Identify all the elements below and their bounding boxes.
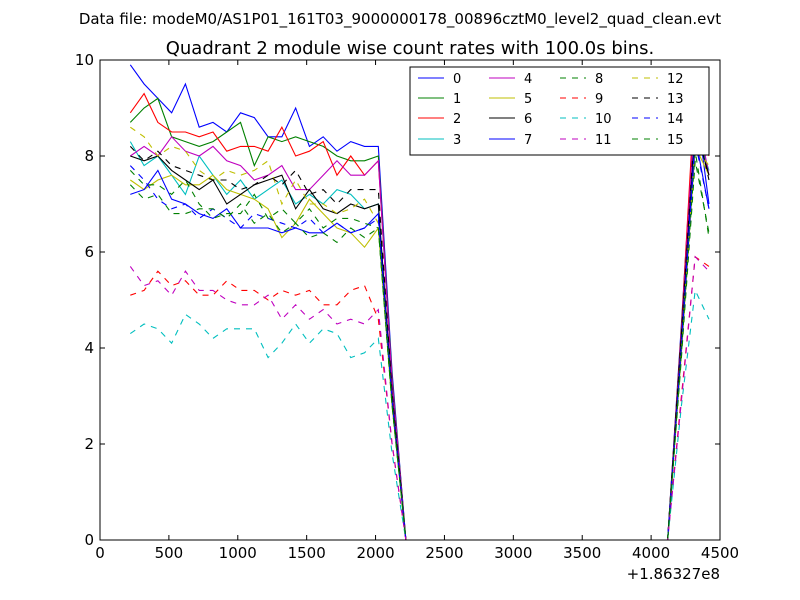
series-line-8 [129,151,710,540]
series-line-4 [129,103,710,540]
data-file-title: Data file: modeM0/AS1P01_161T03_90000001… [79,10,721,29]
legend-frame [409,66,710,156]
legend-label-0: 0 [453,72,461,87]
legend-label-8: 8 [595,72,603,87]
x-tick-label: 3000 [494,544,532,562]
x-tick-label: 1500 [288,544,326,562]
y-tick-label: 10 [75,51,94,69]
legend-label-10: 10 [595,112,612,127]
legend-label-12: 12 [667,72,684,87]
x-tick-label: 4000 [632,544,670,562]
series-line-1 [129,97,710,540]
legend-label-14: 14 [667,112,684,127]
legend-label-1: 1 [453,92,461,107]
axis-layer: 0 500 1000 1500 2000 2500 3000 3500 4000 4500 0 2 4 6… [75,51,739,562]
legend-label-7: 7 [524,133,532,148]
x-tick-label: 4500 [701,544,739,562]
series-line-3 [129,127,710,540]
y-tick-label: 0 [84,531,94,549]
x-tick-label: 2000 [356,544,394,562]
x-tick-label: 3500 [563,544,601,562]
x-tick-label: 1000 [219,544,257,562]
plot-frame [99,59,721,541]
x-tick-label: 0 [95,544,105,562]
legend-label-3: 3 [453,133,461,148]
series-line-5 [129,144,710,540]
y-tick-label: 4 [84,339,94,357]
series-line-10 [129,288,710,540]
legend-label-2: 2 [453,112,461,127]
series-layer [129,64,710,540]
chart-title: Quadrant 2 module wise count rates with … [166,38,655,59]
legend-label-13: 13 [667,92,684,107]
legend-label-15: 15 [667,133,684,148]
legend-label-11: 11 [595,133,612,148]
legend-label-9: 9 [595,92,603,107]
series-line-6 [130,127,710,540]
series-line-2 [129,83,710,540]
y-tick-label: 6 [84,243,94,261]
x-tick-label: 2500 [425,544,463,562]
series-line-7 [130,136,710,540]
y-tick-label: 2 [84,435,94,453]
legend-label-5: 5 [524,92,532,107]
legend-label-4: 4 [524,72,532,87]
legend-label-6: 6 [524,112,532,127]
x-offset-label: +1.86327e8 [627,565,720,583]
x-tick-label: 500 [155,544,184,562]
y-tick-label: 8 [84,147,94,165]
